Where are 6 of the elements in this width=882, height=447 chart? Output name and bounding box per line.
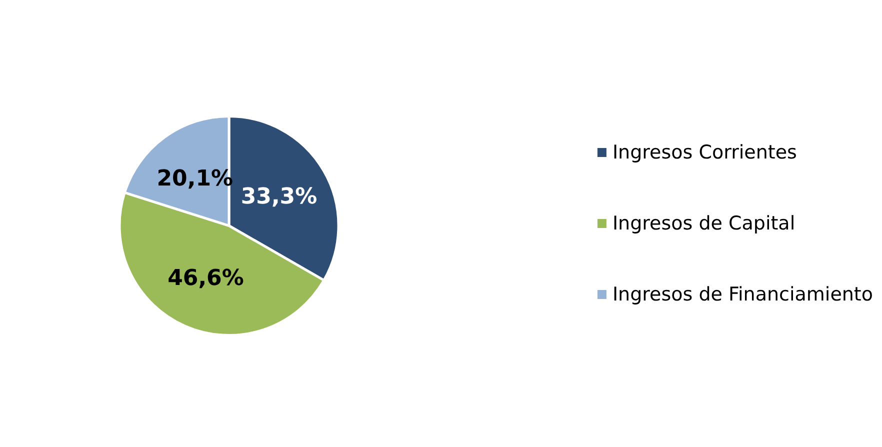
legend-label: Ingresos de Capital xyxy=(612,212,796,234)
data-label: 33,3% xyxy=(240,184,318,210)
legend-label: Ingresos de Financiamiento xyxy=(612,284,874,306)
data-label: 46,6% xyxy=(168,266,244,292)
legend-label: Ingresos Corrientes xyxy=(612,142,797,164)
data-label: 20,1% xyxy=(156,166,234,192)
